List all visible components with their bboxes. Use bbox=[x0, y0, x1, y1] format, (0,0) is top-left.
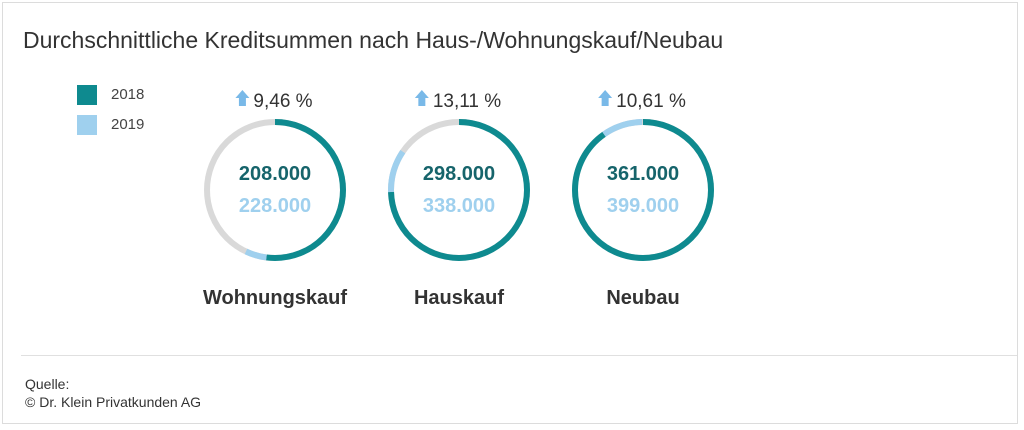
category-label-wohnungskauf: Wohnungskauf bbox=[203, 287, 347, 309]
legend-swatch-2018 bbox=[77, 85, 97, 105]
legend-label-2019: 2019 bbox=[111, 116, 145, 133]
divider bbox=[21, 355, 1017, 356]
change-label-hauskauf: 13,11 % bbox=[433, 91, 501, 112]
source-label: Quelle: bbox=[25, 376, 70, 392]
donut-arc-2018-wohnungskauf bbox=[204, 119, 346, 261]
change-label-wohnungskauf: 9,46 % bbox=[253, 91, 312, 112]
value-2018-wohnungskauf: 208.000 bbox=[239, 163, 311, 185]
legend-label-2018: 2018 bbox=[111, 86, 145, 103]
chart-card: Durchschnittliche Kreditsummen nach Haus… bbox=[2, 2, 1018, 424]
legend-swatch-2019 bbox=[77, 115, 97, 135]
category-label-hauskauf: Hauskauf bbox=[414, 287, 504, 309]
value-2019-wohnungskauf: 228.000 bbox=[239, 195, 311, 217]
value-2019-neubau: 399.000 bbox=[607, 195, 679, 217]
donut-arc-2019-hauskauf bbox=[388, 119, 530, 261]
change-label-neubau: 10,61 % bbox=[616, 91, 686, 112]
donut-arc-2018-hauskauf bbox=[388, 119, 530, 261]
source-note: Quelle: © Dr. Klein Privatkunden AG bbox=[25, 375, 201, 411]
chart-title: Durchschnittliche Kreditsummen nach Haus… bbox=[23, 27, 724, 53]
up-arrow-icon bbox=[414, 90, 429, 106]
category-label-neubau: Neubau bbox=[606, 287, 679, 309]
donut-arc-2018-neubau bbox=[572, 119, 714, 261]
up-arrow-icon bbox=[235, 90, 250, 106]
value-2018-neubau: 361.000 bbox=[607, 163, 679, 185]
donut-chart-area: 9,46 % 208.000 228.000 Wohnungskauf 13,11 % 2… bbox=[203, 90, 714, 309]
source-credit: © Dr. Klein Privatkunden AG bbox=[25, 394, 202, 410]
up-arrow-icon bbox=[598, 90, 613, 106]
value-2018-hauskauf: 298.000 bbox=[423, 163, 495, 185]
value-2019-hauskauf: 338.000 bbox=[423, 195, 495, 217]
